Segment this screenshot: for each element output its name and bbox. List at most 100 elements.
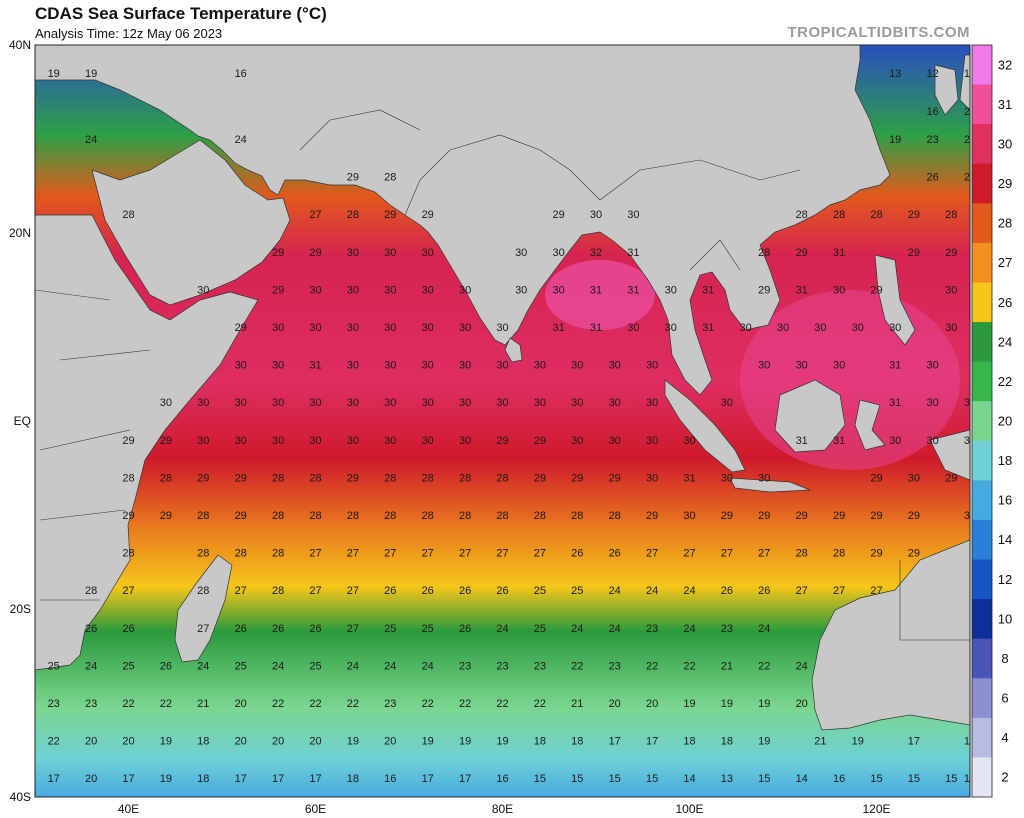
sst-value: 30 bbox=[309, 435, 321, 447]
sst-value: 17 bbox=[235, 773, 247, 785]
sst-value: 29 bbox=[945, 472, 957, 484]
sst-value: 27 bbox=[683, 548, 695, 560]
sst-value: 30 bbox=[683, 435, 695, 447]
sst-value: 27 bbox=[459, 548, 471, 560]
sst-value: 28 bbox=[496, 510, 508, 522]
sst-value: 30 bbox=[197, 397, 209, 409]
sst-value: 29 bbox=[160, 435, 172, 447]
sst-value: 30 bbox=[347, 435, 359, 447]
sst-value: 27 bbox=[796, 585, 808, 597]
sst-value: 24 bbox=[85, 134, 97, 146]
sst-value: 19 bbox=[683, 698, 695, 710]
sst-value: 16 bbox=[833, 773, 845, 785]
analysis-time: Analysis Time: 12z May 06 2023 bbox=[35, 26, 223, 41]
sst-value: 30 bbox=[945, 322, 957, 334]
sst-value: 30 bbox=[646, 472, 658, 484]
sst-value: 24 bbox=[609, 623, 621, 635]
sst-value: 30 bbox=[515, 284, 527, 296]
colorbar: 32 31 30 29 28 27 26 24 22 20 18 16 14 12 10 8 6 4 2 bbox=[971, 44, 1012, 798]
sst-value: 21 bbox=[721, 660, 733, 672]
sst-value: 18 bbox=[534, 736, 546, 748]
sst-value: 22 bbox=[459, 698, 471, 710]
colorbar-label: 2 bbox=[1001, 770, 1008, 785]
colorbar-swatch bbox=[972, 203, 992, 244]
sst-value: 18 bbox=[571, 736, 583, 748]
sst-value: 26 bbox=[272, 623, 284, 635]
sst-value: 30 bbox=[665, 322, 677, 334]
colorbar-label: 29 bbox=[998, 176, 1012, 191]
sst-value: 17 bbox=[422, 773, 434, 785]
sst-value: 30 bbox=[496, 360, 508, 372]
border-australia bbox=[899, 560, 970, 641]
sst-value: 25 bbox=[384, 623, 396, 635]
sst-value: 19 bbox=[852, 736, 864, 748]
sst-value: 30 bbox=[814, 322, 826, 334]
sst-value: 22 bbox=[496, 698, 508, 710]
map-title: CDAS Sea Surface Temperature (°C) bbox=[35, 4, 327, 23]
sst-value: 19 bbox=[347, 736, 359, 748]
sst-value: 28 bbox=[833, 209, 845, 221]
sst-value: 18 bbox=[347, 773, 359, 785]
sst-value: 30 bbox=[609, 397, 621, 409]
sst-value: 27 bbox=[758, 548, 770, 560]
sst-value: 25 bbox=[309, 660, 321, 672]
sst-value: 30 bbox=[964, 510, 976, 522]
sst-value: 31 bbox=[702, 322, 714, 334]
korea-land bbox=[934, 64, 959, 116]
colorbar-label: 22 bbox=[998, 374, 1012, 389]
lat-label: 40S bbox=[10, 790, 31, 804]
sst-value: 15 bbox=[571, 773, 583, 785]
sst-value: 28 bbox=[384, 472, 396, 484]
land bbox=[35, 45, 970, 731]
sst-value: 26 bbox=[309, 623, 321, 635]
sst-value: 28 bbox=[833, 548, 845, 560]
sst-value: 27 bbox=[309, 209, 321, 221]
sst-value: 27 bbox=[197, 623, 209, 635]
sst-value: 30 bbox=[777, 322, 789, 334]
sst-value: 31 bbox=[309, 360, 321, 372]
sst-value: 28 bbox=[422, 510, 434, 522]
sst-value: 30 bbox=[496, 397, 508, 409]
sst-value: 30 bbox=[272, 435, 284, 447]
sst-value: 19 bbox=[10, 773, 22, 785]
sst-value: 15 bbox=[908, 773, 920, 785]
sst-value: 28 bbox=[272, 585, 284, 597]
sst-value: 30 bbox=[235, 397, 247, 409]
sst-value: 29 bbox=[908, 510, 920, 522]
colorbar-label: 31 bbox=[998, 97, 1012, 112]
sst-value: 31 bbox=[796, 284, 808, 296]
sst-value: 30 bbox=[459, 397, 471, 409]
sst-value: 29 bbox=[646, 510, 658, 522]
colorbar-label: 8 bbox=[1001, 651, 1008, 666]
sst-value: 24 bbox=[85, 660, 97, 672]
sst-value: 13 bbox=[721, 773, 733, 785]
sst-value: 30 bbox=[422, 435, 434, 447]
sst-value: 25 bbox=[534, 623, 546, 635]
sst-value: 27 bbox=[833, 585, 845, 597]
colorbar-swatch bbox=[972, 480, 992, 521]
sst-value: 27 bbox=[870, 585, 882, 597]
sst-value: 26 bbox=[422, 585, 434, 597]
sst-value: 15 bbox=[964, 773, 976, 785]
sst-value: 29 bbox=[908, 548, 920, 560]
lat-label: EQ bbox=[14, 414, 31, 428]
sst-value: 28 bbox=[796, 548, 808, 560]
sst-value: 28 bbox=[235, 548, 247, 560]
sst-value: 27 bbox=[496, 548, 508, 560]
sst-value: 27 bbox=[347, 585, 359, 597]
new-guinea-land bbox=[929, 429, 970, 481]
colorbar-swatch bbox=[972, 559, 992, 600]
sst-value: 26 bbox=[571, 548, 583, 560]
sst-value: 30 bbox=[459, 360, 471, 372]
sst-value: 30 bbox=[590, 209, 602, 221]
sst-value: 28 bbox=[309, 510, 321, 522]
sst-value: 24 bbox=[384, 660, 396, 672]
sst-value: 23 bbox=[48, 698, 60, 710]
lat-label: 20S bbox=[10, 602, 31, 616]
sst-value: 23 bbox=[964, 134, 976, 146]
sst-value: 29 bbox=[496, 435, 508, 447]
sst-value: 25 bbox=[48, 660, 60, 672]
sst-value: 25 bbox=[122, 660, 134, 672]
sst-value: 25 bbox=[571, 585, 583, 597]
sst-value: 14 bbox=[683, 773, 695, 785]
